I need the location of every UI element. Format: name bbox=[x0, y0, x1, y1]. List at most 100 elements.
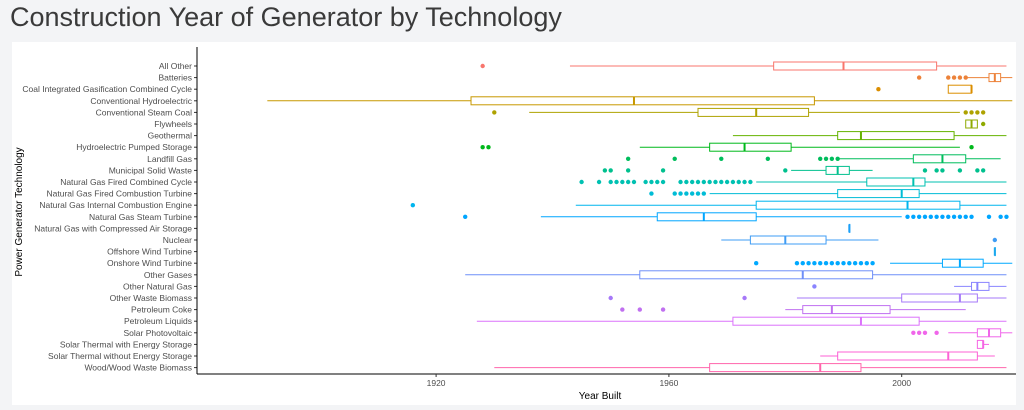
outlier-point bbox=[608, 295, 613, 301]
series-onshore-wind-turbine bbox=[754, 258, 1013, 268]
box bbox=[773, 61, 938, 71]
box bbox=[912, 154, 967, 164]
outlier-point bbox=[660, 179, 666, 185]
box bbox=[837, 189, 920, 199]
outlier-point bbox=[486, 145, 491, 150]
y-tick-label: Petroleum Coke bbox=[131, 305, 192, 315]
series-offshore-wind-turbine bbox=[993, 247, 996, 257]
outlier-point bbox=[480, 145, 485, 150]
outlier-point bbox=[928, 214, 933, 219]
outlier-point bbox=[922, 168, 928, 173]
outlier-point bbox=[940, 168, 945, 173]
outlier-point bbox=[963, 214, 968, 219]
outlier-point bbox=[765, 156, 771, 161]
outlier-point bbox=[980, 168, 986, 173]
series-natural-gas-steam-turbine bbox=[463, 212, 1009, 222]
series-petroleum-liquids bbox=[476, 316, 1007, 326]
x-tick-label: 1920 bbox=[427, 378, 446, 388]
outlier-point bbox=[980, 121, 986, 127]
x-ticks: 1920 1960 2000 bbox=[427, 374, 911, 388]
outlier-point bbox=[916, 75, 922, 80]
series-municipal-solid-waste bbox=[602, 165, 986, 175]
outlier-point bbox=[672, 156, 677, 161]
box bbox=[901, 293, 978, 303]
outlier-point bbox=[841, 261, 846, 266]
y-tick-label: Conventional Steam Coal bbox=[96, 107, 193, 117]
outlier-point bbox=[963, 75, 968, 80]
outlier-point bbox=[922, 330, 928, 335]
outlier-point bbox=[480, 63, 485, 69]
y-tick-label: Municipal Solid Waste bbox=[109, 165, 193, 175]
outlier-point bbox=[806, 261, 811, 266]
outlier-point bbox=[631, 179, 637, 185]
outlier-point bbox=[625, 179, 631, 185]
outlier-point bbox=[748, 179, 753, 185]
y-tick-label: Natural Gas Fired Combined Cycle bbox=[60, 177, 192, 187]
outlier-point bbox=[620, 179, 625, 185]
y-tick-label: Other Gases bbox=[144, 270, 192, 280]
series-petroleum-coke bbox=[620, 305, 966, 315]
outlier-point bbox=[957, 214, 963, 219]
outlier-point bbox=[754, 261, 759, 266]
outlier-point bbox=[736, 179, 741, 185]
outlier-point bbox=[678, 179, 683, 185]
outlier-point bbox=[1004, 214, 1009, 219]
outlier-point bbox=[829, 156, 835, 161]
outlier-point bbox=[835, 261, 840, 266]
outlier-point bbox=[847, 261, 852, 266]
outlier-point bbox=[969, 214, 974, 219]
outlier-point bbox=[730, 179, 736, 185]
outlier-point bbox=[695, 191, 701, 196]
outlier-point bbox=[608, 179, 613, 185]
series-wood-wood-waste-biomass bbox=[494, 363, 1007, 373]
series-solar-thermal-without-energy-storage bbox=[820, 351, 995, 361]
box bbox=[941, 258, 984, 268]
outlier-point bbox=[946, 75, 951, 80]
outlier-point bbox=[812, 261, 817, 266]
series-natural-gas-fired-combustion-turbine bbox=[649, 189, 1007, 199]
outlier-point bbox=[684, 191, 689, 196]
series-natural-gas-with-compressed-air-storage bbox=[848, 223, 851, 233]
outlier-point bbox=[701, 191, 707, 196]
outlier-point bbox=[986, 214, 992, 219]
y-tick-label: Wood/Wood Waste Biomass bbox=[84, 363, 192, 373]
outlier-point bbox=[637, 307, 642, 312]
outlier-point bbox=[975, 168, 980, 173]
box bbox=[866, 177, 926, 187]
outlier-point bbox=[940, 214, 945, 219]
outlier-point bbox=[951, 75, 957, 80]
series-solar-thermal-with-energy-storage bbox=[976, 339, 989, 349]
y-tick-label: Natural Gas Internal Combustion Engine bbox=[39, 200, 192, 210]
outlier-point bbox=[876, 87, 881, 92]
outlier-point bbox=[823, 261, 829, 266]
outlier-point bbox=[829, 261, 835, 266]
outlier-point bbox=[905, 214, 910, 219]
outlier-point bbox=[864, 261, 869, 266]
outlier-point bbox=[707, 179, 712, 185]
series-other-gases bbox=[465, 270, 1007, 280]
box bbox=[656, 212, 757, 222]
box bbox=[837, 131, 955, 141]
y-tick-label: Flywheels bbox=[154, 119, 192, 129]
x-axis-title: Year Built bbox=[579, 391, 622, 402]
series-coal-integrated-gasification-combined-cycle bbox=[876, 84, 973, 94]
outlier-point bbox=[724, 179, 730, 185]
box bbox=[749, 235, 827, 245]
outlier-point bbox=[818, 261, 823, 266]
y-axis-title: Power Generator Technology bbox=[14, 147, 25, 276]
outlier-point bbox=[922, 214, 928, 219]
outlier-point bbox=[492, 110, 497, 115]
outlier-point bbox=[969, 110, 974, 115]
outlier-point bbox=[719, 156, 724, 161]
series-hydroelectric-pumped-storage bbox=[480, 142, 974, 152]
outlier-point bbox=[957, 168, 963, 173]
outlier-point bbox=[969, 145, 974, 150]
box bbox=[802, 305, 891, 315]
chart-panel: All Other Batteries Coal Integrated Gasifi… bbox=[12, 42, 1016, 405]
y-tick-label: Batteries bbox=[158, 73, 192, 83]
box bbox=[470, 96, 815, 106]
series-landfill-gas bbox=[625, 154, 1001, 164]
outlier-point bbox=[608, 168, 613, 173]
